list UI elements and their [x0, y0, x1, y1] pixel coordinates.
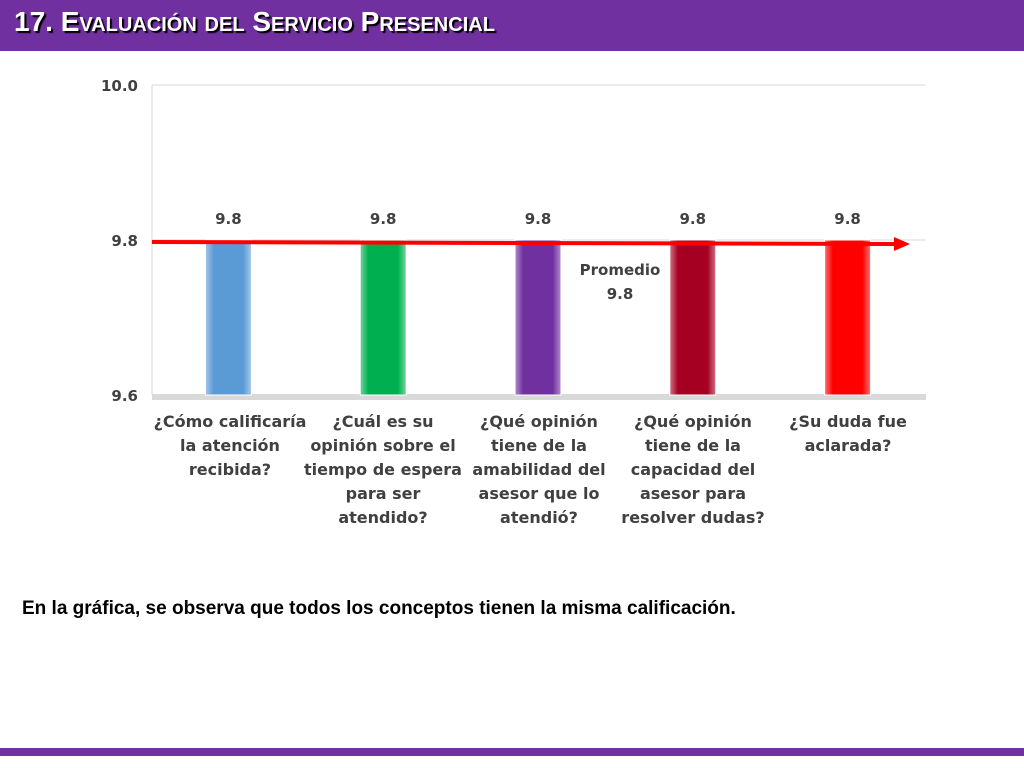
bar — [204, 239, 252, 396]
category-label-1: ¿Cómo calificaría la atención recibida? — [153, 412, 307, 479]
bar — [359, 239, 407, 396]
x-axis — [152, 394, 926, 400]
average-label: Promedio — [580, 261, 661, 279]
bar-chart: 9.6 9.8 10.0 9.8 9.8 9.8 9.8 9.8 Promedio 9.8 ¿Có… — [0, 60, 1024, 540]
slide-title: 17. Evaluación del Servicio Presencial — [14, 6, 495, 37]
category-label-4: ¿Qué opinión tiene de la capacidad del a… — [621, 412, 765, 527]
data-label: 9.8 — [680, 210, 707, 228]
bar — [669, 239, 717, 396]
category-label-2: ¿Cuál es su opinión sobre el tiempo de e… — [304, 412, 462, 527]
data-label: 9.8 — [525, 210, 552, 228]
average-value-label: 9.8 — [607, 285, 634, 303]
title-bar: 17. Evaluación del Servicio Presencial — [0, 0, 1024, 51]
average-line — [151, 240, 897, 246]
chart-svg: 9.6 9.8 10.0 9.8 9.8 9.8 9.8 9.8 Promedio 9.8 — [101, 77, 926, 405]
y-tick-label: 9.8 — [111, 232, 138, 250]
category-label-3: ¿Qué opinión tiene de la amabilidad del … — [472, 412, 606, 527]
bar — [514, 239, 562, 396]
bottom-bar — [0, 748, 1024, 756]
bar — [824, 239, 872, 396]
data-label: 9.8 — [215, 210, 242, 228]
y-tick-label: 10.0 — [101, 77, 138, 95]
data-label: 9.8 — [370, 210, 397, 228]
data-label: 9.8 — [834, 210, 861, 228]
average-arrowhead — [894, 237, 910, 251]
slide-caption: En la gráfica, se observa que todos los … — [22, 598, 736, 619]
y-tick-label: 9.6 — [111, 387, 138, 405]
category-label-5: ¿Su duda fue aclarada? — [789, 412, 907, 455]
